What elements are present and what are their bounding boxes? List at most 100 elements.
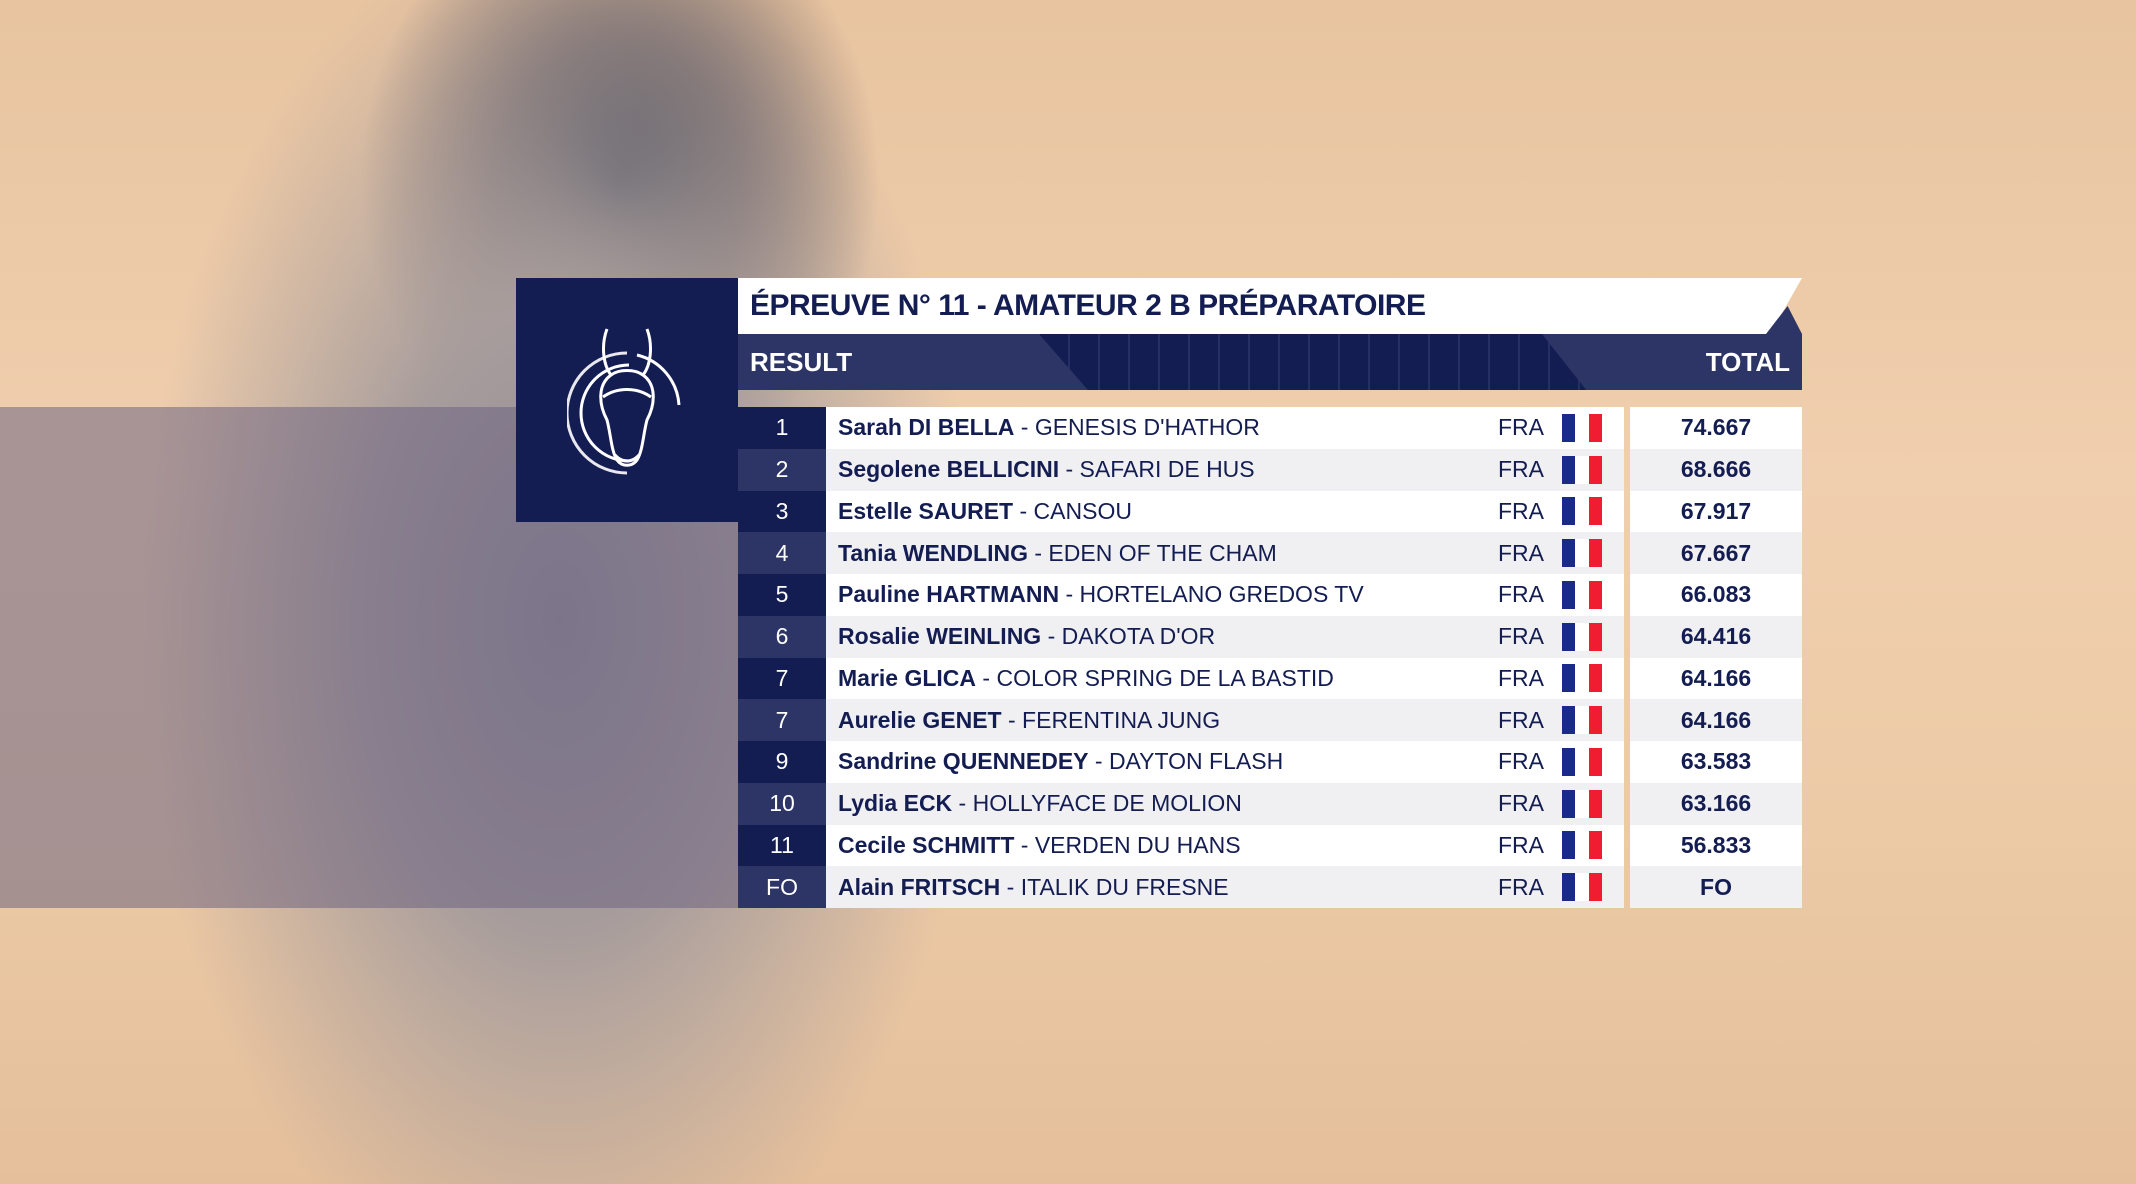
rider-name: Sarah DI BELLA [838, 414, 1015, 441]
horse-head-logo-icon [567, 328, 681, 475]
france-flag-icon [1562, 747, 1602, 776]
rider-name: Pauline HARTMANN [838, 581, 1060, 608]
rank: 6 [738, 615, 826, 658]
entry-name: Marie GLICA - COLOR SPRING DE LA BASTID [838, 665, 1498, 692]
horse-name: - HORTELANO GREDOS TV [1059, 581, 1364, 608]
horse-name: - HOLLYFACE DE MOLION [952, 790, 1242, 817]
horse-name: - DAYTON FLASH [1088, 748, 1284, 775]
entry-cell: Alain FRITSCH - ITALIK DU FRESNE FRA [826, 866, 1624, 908]
rank: 11 [738, 824, 826, 867]
france-flag-icon [1562, 455, 1602, 484]
rank: 1 [738, 407, 826, 449]
table-row: 10 Lydia ECK - HOLLYFACE DE MOLION FRA 6… [738, 782, 1802, 825]
horse-name: - EDEN OF THE CHAM [1027, 539, 1277, 566]
total-score: 63.583 [1630, 741, 1802, 783]
nation-code: FRA [1498, 664, 1544, 691]
rank: FO [738, 866, 826, 908]
rider-name: Rosalie WEINLING [838, 623, 1042, 650]
horse-name: - VERDEN DU HANS [1014, 831, 1241, 858]
total-score: 66.083 [1630, 574, 1802, 616]
total-score: 68.666 [1630, 448, 1802, 491]
table-row: 6 Rosalie WEINLING - DAKOTA D'OR FRA 64.… [738, 615, 1802, 658]
entry-cell: Lydia ECK - HOLLYFACE DE MOLION FRA [826, 782, 1624, 825]
table-row: 5 Pauline HARTMANN - HORTELANO GREDOS TV… [738, 574, 1802, 616]
nation-code: FRA [1498, 748, 1544, 775]
rider-name: Segolene BELLICINI [838, 456, 1060, 483]
france-flag-icon [1562, 706, 1602, 735]
rank: 2 [738, 448, 826, 491]
horse-name: - FERENTINA JUNG [1001, 706, 1221, 733]
horse-name: - ITALIK DU FRESNE [1000, 873, 1229, 900]
entry-name: Aurelie GENET - FERENTINA JUNG [838, 707, 1498, 734]
rank: 9 [738, 741, 826, 783]
entry-cell: Cecile SCHMITT - VERDEN DU HANS FRA [826, 824, 1624, 867]
entry-cell: Aurelie GENET - FERENTINA JUNG FRA [826, 699, 1624, 741]
rank: 7 [738, 699, 826, 741]
nation-code: FRA [1498, 497, 1544, 524]
total-score: 74.667 [1630, 407, 1802, 449]
entry-cell: Estelle SAURET - CANSOU FRA [826, 490, 1624, 533]
results-table: 1 Sarah DI BELLA - GENESIS D'HATHOR FRA … [738, 407, 1802, 908]
rider-name: Estelle SAURET [838, 497, 1014, 524]
nation-code: FRA [1498, 539, 1544, 566]
entry-cell: Sandrine QUENNEDEY - DAYTON FLASH FRA [826, 741, 1624, 783]
entry-name: Lydia ECK - HOLLYFACE DE MOLION [838, 790, 1498, 817]
nation-code: FRA [1498, 414, 1544, 441]
logo [516, 278, 738, 522]
rank: 7 [738, 657, 826, 700]
rank: 4 [738, 532, 826, 574]
entry-name: Estelle SAURET - CANSOU [838, 498, 1498, 525]
horse-name: - CANSOU [1013, 497, 1132, 524]
entry-cell: Sarah DI BELLA - GENESIS D'HATHOR FRA [826, 407, 1624, 449]
table-row: 9 Sandrine QUENNEDEY - DAYTON FLASH FRA … [738, 741, 1802, 783]
france-flag-icon [1562, 413, 1602, 442]
table-row: 3 Estelle SAURET - CANSOU FRA 67.917 [738, 490, 1802, 533]
rider-name: Tania WENDLING [838, 539, 1028, 566]
result-header-label: RESULT [738, 334, 1088, 390]
total-score: 67.667 [1630, 532, 1802, 574]
total-score: 64.166 [1630, 699, 1802, 741]
france-flag-icon [1562, 539, 1602, 568]
entry-name: Cecile SCHMITT - VERDEN DU HANS [838, 832, 1498, 859]
total-score: 56.833 [1630, 824, 1802, 867]
table-row: 7 Marie GLICA - COLOR SPRING DE LA BASTI… [738, 657, 1802, 700]
france-flag-icon [1562, 664, 1602, 693]
france-flag-icon [1562, 497, 1602, 526]
total-score: 63.166 [1630, 782, 1802, 825]
total-header-label: TOTAL [1542, 334, 1802, 390]
france-flag-icon [1562, 873, 1602, 902]
entry-name: Pauline HARTMANN - HORTELANO GREDOS TV [838, 581, 1498, 608]
table-row: 7 Aurelie GENET - FERENTINA JUNG FRA 64.… [738, 699, 1802, 741]
total-score: FO [1630, 866, 1802, 908]
table-row: FO Alain FRITSCH - ITALIK DU FRESNE FRA … [738, 866, 1802, 908]
entry-cell: Pauline HARTMANN - HORTELANO GREDOS TV F… [826, 574, 1624, 616]
horse-name: - COLOR SPRING DE LA BASTID [976, 664, 1334, 691]
france-flag-icon [1562, 831, 1602, 860]
nation-code: FRA [1498, 581, 1544, 608]
rider-name: Sandrine QUENNEDEY [838, 748, 1089, 775]
nation-code: FRA [1498, 831, 1544, 858]
entry-name: Rosalie WEINLING - DAKOTA D'OR [838, 623, 1498, 650]
rank: 5 [738, 574, 826, 616]
france-flag-icon [1562, 580, 1602, 609]
rank: 3 [738, 490, 826, 533]
total-score: 67.917 [1630, 490, 1802, 533]
results-header: RESULT TOTAL [738, 334, 1802, 390]
horse-name: - GENESIS D'HATHOR [1014, 414, 1260, 441]
france-flag-icon [1562, 622, 1602, 651]
table-row: 11 Cecile SCHMITT - VERDEN DU HANS FRA 5… [738, 824, 1802, 867]
table-row: 1 Sarah DI BELLA - GENESIS D'HATHOR FRA … [738, 407, 1802, 449]
entry-name: Sandrine QUENNEDEY - DAYTON FLASH [838, 748, 1498, 775]
nation-code: FRA [1498, 790, 1544, 817]
nation-code: FRA [1498, 623, 1544, 650]
rider-name: Alain FRITSCH [838, 873, 1001, 900]
horse-name: - SAFARI DE HUS [1059, 456, 1255, 483]
nation-code: FRA [1498, 873, 1544, 900]
rider-name: Cecile SCHMITT [838, 831, 1015, 858]
entry-cell: Rosalie WEINLING - DAKOTA D'OR FRA [826, 615, 1624, 658]
event-title: ÉPREUVE N° 11 - AMATEUR 2 B PRÉPARATOIRE [738, 278, 1802, 334]
nation-code: FRA [1498, 706, 1544, 733]
table-row: 4 Tania WENDLING - EDEN OF THE CHAM FRA … [738, 532, 1802, 574]
entry-name: Segolene BELLICINI - SAFARI DE HUS [838, 456, 1498, 483]
rider-name: Lydia ECK [838, 790, 953, 817]
